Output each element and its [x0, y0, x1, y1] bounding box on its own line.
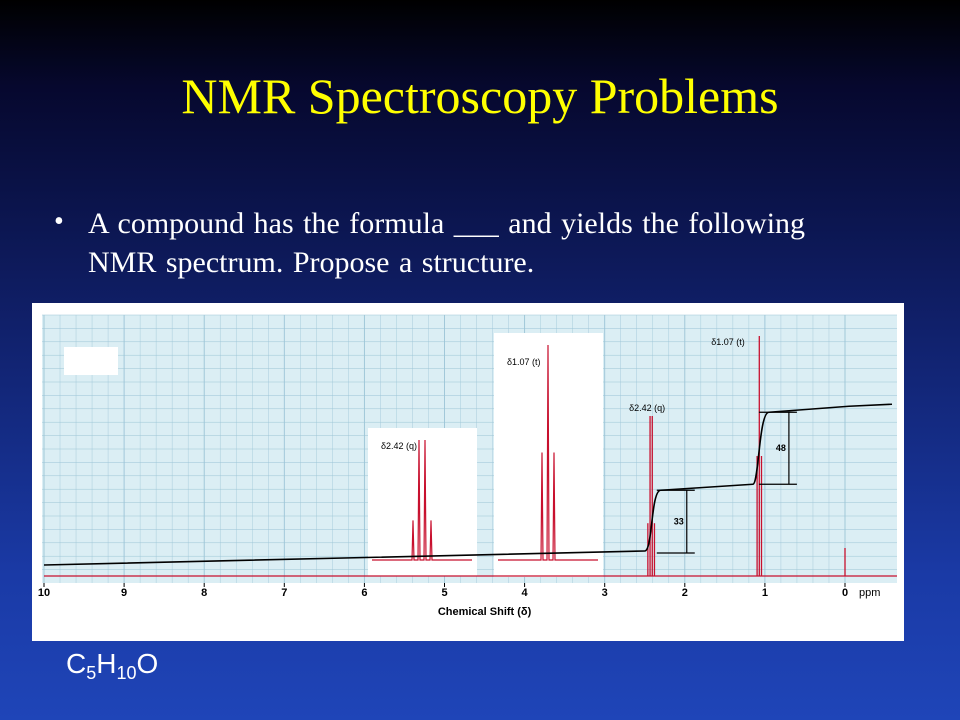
inset-quartet: δ2.42 (q): [368, 428, 477, 576]
x-tick-label: 2: [682, 587, 688, 599]
x-axis-title: Chemical Shift (δ): [438, 606, 532, 618]
spectrum-peaks: [647, 336, 846, 576]
x-tick-label: 7: [281, 587, 287, 599]
x-tick-label: 9: [121, 587, 127, 599]
integral-markers: 33 48: [656, 411, 797, 554]
bullet-point: •: [54, 206, 64, 237]
x-tick-label: 6: [361, 587, 367, 599]
inset-quartet-trace: [372, 439, 472, 561]
integral-value-label: 33: [674, 517, 684, 527]
formula-hydrogen: H: [96, 648, 117, 679]
x-tick-label: 4: [522, 587, 529, 599]
sample-label-box: [64, 347, 118, 375]
bullet-text: A compound has the formula ___ and yield…: [88, 207, 806, 279]
inset-triplet-trace: [498, 344, 598, 561]
nmr-spectrum-figure: δ2.42 (q) δ1.07 (t) 33 48 δ2.42 (q) δ1.07…: [32, 303, 904, 641]
x-tick-label: 8: [201, 587, 207, 599]
x-axis-unit: ppm: [859, 587, 880, 599]
slide-title: NMR Spectroscopy Problems: [181, 68, 779, 124]
inset-quartet-label: δ2.42 (q): [381, 441, 417, 451]
x-tick-label: 3: [602, 587, 608, 599]
integral-value-label: 48: [776, 443, 786, 453]
peak-label-quartet: δ2.42 (q): [629, 403, 665, 413]
x-tick-label: 10: [38, 587, 50, 599]
inset-quartet-panel: [368, 428, 477, 576]
inset-triplet-label: δ1.07 (t): [507, 357, 541, 367]
molecular-formula: C5H10O: [66, 644, 158, 693]
x-axis-ticks: 10 9 8 7 6 5 4 3 2 1 0: [38, 583, 848, 599]
x-tick-label: 0: [842, 587, 848, 599]
integral-curve: [43, 403, 893, 566]
inset-triplet: δ1.07 (t): [494, 333, 603, 577]
x-tick-label: 5: [441, 587, 447, 599]
formula-hydrogen-count: 10: [116, 663, 137, 683]
x-tick-label: 1: [762, 587, 768, 599]
formula-carbon-count: 5: [86, 663, 97, 683]
formula-oxygen: O: [136, 648, 159, 679]
peak-label-triplet: δ1.07 (t): [711, 337, 745, 347]
formula-carbon: C: [66, 648, 87, 679]
